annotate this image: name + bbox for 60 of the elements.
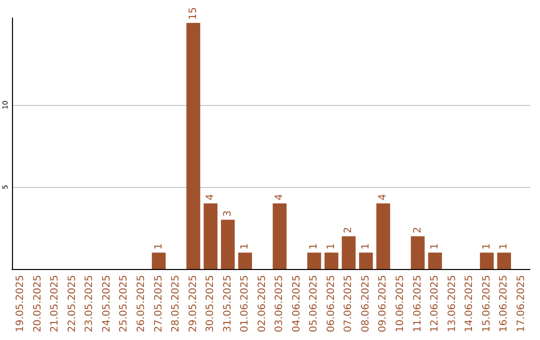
data-label: 2 — [412, 226, 424, 234]
data-label: 15 — [188, 7, 199, 20]
bar — [186, 22, 200, 269]
bar — [204, 203, 218, 269]
x-tick-label: 17.06.2025 — [516, 275, 527, 332]
data-label: 1 — [430, 243, 441, 250]
bar — [359, 252, 373, 269]
bar — [238, 252, 252, 269]
x-tick-label: 13.06.2025 — [446, 275, 458, 332]
x-tick-label: 19.05.2025 — [15, 275, 26, 332]
data-label: 1 — [360, 243, 372, 250]
x-tick-label: 31.05.2025 — [222, 275, 234, 332]
data-label: 1 — [326, 243, 337, 250]
data-label: 1 — [481, 243, 492, 250]
bar — [342, 236, 356, 269]
x-tick-label: 24.05.2025 — [101, 275, 112, 332]
bar — [307, 252, 322, 269]
x-tick-label: 30.05.2025 — [205, 275, 216, 332]
x-tick-label: 14.06.2025 — [464, 275, 476, 332]
data-label: 4 — [274, 194, 286, 200]
x-tick-label: 11.06.2025 — [412, 275, 424, 332]
x-tick-label: 07.06.2025 — [343, 275, 354, 332]
bar — [410, 236, 425, 269]
x-tick-label: 05.06.2025 — [308, 275, 320, 332]
bar — [272, 203, 287, 269]
x-tick-label: 29.05.2025 — [188, 275, 199, 332]
x-tick-label: 15.06.2025 — [481, 275, 492, 332]
data-label: 1 — [308, 243, 320, 250]
data-label: 1 — [498, 243, 510, 250]
x-tick-label: 26.05.2025 — [136, 275, 147, 332]
bar — [324, 252, 338, 269]
bar — [220, 220, 235, 269]
data-label: 4 — [205, 194, 216, 200]
data-label: 3 — [222, 210, 234, 217]
x-tick-label: 25.05.2025 — [118, 275, 130, 332]
x-tick-label: 10.06.2025 — [395, 275, 406, 332]
data-label: 4 — [378, 194, 389, 200]
x-tick-label: 23.05.2025 — [84, 275, 96, 332]
bar — [497, 252, 512, 269]
x-tick-label: 20.05.2025 — [32, 275, 44, 332]
x-tick-label: 02.06.2025 — [256, 275, 268, 332]
x-tick-label: 22.05.2025 — [66, 275, 78, 332]
x-tick-label: 03.06.2025 — [274, 275, 286, 332]
data-label: 1 — [153, 243, 164, 250]
data-label: 2 — [343, 226, 354, 234]
x-tick-label: 27.05.2025 — [153, 275, 164, 332]
x-tick-label: 06.06.2025 — [326, 275, 337, 332]
bar — [152, 252, 166, 269]
x-tick-label: 04.06.2025 — [291, 275, 302, 332]
x-tick-label: 09.06.2025 — [378, 275, 389, 332]
x-tick-label: 01.06.2025 — [240, 275, 251, 332]
bar — [428, 252, 442, 269]
bar — [480, 252, 494, 269]
x-tick-label: 16.06.2025 — [498, 275, 510, 332]
x-tick-label: 12.06.2025 — [430, 275, 441, 332]
bar — [376, 203, 390, 269]
x-tick-label: 28.05.2025 — [170, 275, 182, 332]
x-tick-label: 21.05.2025 — [50, 275, 61, 332]
data-label: 1 — [240, 243, 251, 250]
x-tick-label: 08.06.2025 — [360, 275, 372, 332]
